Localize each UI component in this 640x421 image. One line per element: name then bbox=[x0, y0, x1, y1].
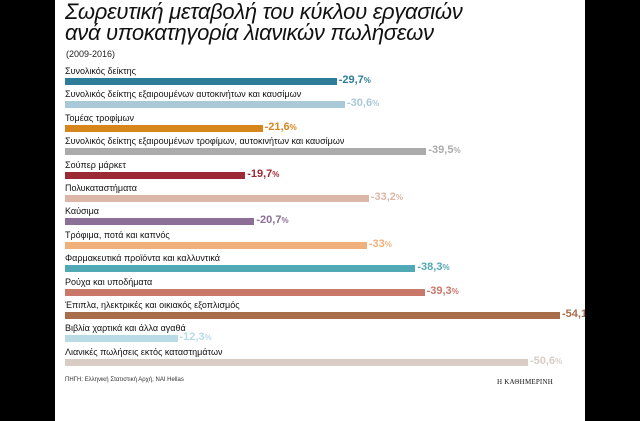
data-label-unit: % bbox=[289, 122, 297, 132]
data-label-unit: % bbox=[272, 169, 280, 179]
data-label: -54,1% bbox=[562, 308, 585, 321]
data-label: -33% bbox=[369, 238, 392, 251]
data-label-value: -33,2 bbox=[370, 191, 396, 203]
chart-subtitle: (2009-2016) bbox=[66, 49, 116, 59]
data-label-unit: % bbox=[384, 239, 392, 249]
data-label-value: -33 bbox=[368, 237, 385, 250]
data-label-unit: % bbox=[372, 99, 380, 109]
category-label: Ρούχα και υποδήματα bbox=[65, 276, 153, 287]
bar bbox=[65, 241, 367, 249]
data-label: -39,3% bbox=[427, 285, 459, 298]
data-label-value: -54,1 bbox=[562, 308, 585, 320]
category-label: Συνολικός δείκτης εξαιρουμένων τροφίμων,… bbox=[65, 136, 345, 147]
category-label: Φαρμακευτικά προϊόντα και καλλυντικά bbox=[65, 253, 220, 264]
bar bbox=[65, 195, 369, 202]
data-label: -21,6% bbox=[265, 121, 297, 134]
data-label-unit: % bbox=[442, 263, 450, 273]
data-label-value: -20,7 bbox=[256, 214, 282, 227]
data-label-unit: % bbox=[451, 286, 459, 296]
data-label-unit: % bbox=[363, 76, 371, 85]
data-label-value: -39,5 bbox=[428, 144, 454, 157]
chart-title-line2: ανά υποκατηγορία λιανικών πωλήσεων bbox=[65, 20, 434, 45]
bar bbox=[65, 335, 178, 343]
category-label: Καύσιμα bbox=[65, 206, 99, 217]
category-label: Συνολικός δείκτης εξαιρουμένων αυτοκινήτ… bbox=[65, 89, 302, 100]
category-label: Βιβλία χαρτικά και άλλα αγαθά bbox=[65, 323, 186, 334]
data-label-value: -30,6 bbox=[347, 97, 373, 110]
source-note: ΠΗΓΗ: Ελληνική Στατιστική Αρχή, NAI Hell… bbox=[65, 377, 184, 383]
data-label: -12,3% bbox=[180, 331, 212, 344]
category-label: Σούπερ μάρκετ bbox=[65, 159, 126, 170]
data-label: -20,7% bbox=[256, 214, 288, 227]
data-label: -50,6% bbox=[530, 355, 562, 368]
data-label-value: -12,3 bbox=[179, 331, 205, 344]
bar bbox=[65, 101, 345, 109]
data-label-unit: % bbox=[281, 216, 289, 226]
data-label-value: -38,3 bbox=[417, 261, 443, 274]
data-label: -19,7% bbox=[247, 168, 279, 181]
category-label: Πολυκαταστήματα bbox=[65, 183, 137, 193]
category-label: Τρόφιμα, ποτά και καπνός bbox=[65, 229, 170, 240]
data-label-unit: % bbox=[204, 333, 212, 343]
data-label-value: -50,6 bbox=[530, 354, 556, 367]
data-label-value: -29,7 bbox=[338, 74, 364, 86]
data-label-unit: % bbox=[453, 146, 461, 156]
data-label-unit: % bbox=[555, 356, 563, 366]
bar bbox=[65, 288, 425, 296]
brand-logo: Η ΚΑΘΗΜΕΡΙΝΗ bbox=[497, 378, 553, 386]
data-label: -39,5% bbox=[428, 144, 460, 157]
data-label: -38,3% bbox=[417, 261, 449, 274]
data-label-unit: % bbox=[395, 193, 403, 202]
chart-card: Σωρευτική μεταβολή του κύκλου εργασιών α… bbox=[55, 0, 585, 421]
data-label-value: -39,3 bbox=[426, 284, 452, 297]
bar bbox=[65, 148, 427, 156]
category-label: Συνολικός δείκτης bbox=[65, 66, 136, 76]
data-label-value: -21,6 bbox=[264, 120, 290, 133]
bar bbox=[65, 218, 255, 226]
bar bbox=[65, 312, 560, 319]
bar bbox=[65, 124, 263, 132]
bar bbox=[65, 358, 528, 366]
chart-title: Σωρευτική μεταβολή του κύκλου εργασιών bbox=[65, 0, 463, 24]
bar bbox=[65, 171, 246, 179]
data-label-value: -19,7 bbox=[247, 167, 273, 180]
data-label: -29,7% bbox=[339, 74, 371, 87]
category-label: Έπιπλα, ηλεκτρικές και οικιακός εξοπλισμ… bbox=[65, 300, 240, 310]
category-label: Λιανικές πωλήσεις εκτός καταστημάτων bbox=[65, 346, 223, 357]
bar bbox=[65, 265, 416, 273]
data-label: -33,2% bbox=[371, 191, 403, 204]
category-label: Τομέας τροφίμων bbox=[65, 112, 134, 123]
data-label: -30,6% bbox=[347, 97, 379, 110]
bar bbox=[65, 78, 337, 85]
